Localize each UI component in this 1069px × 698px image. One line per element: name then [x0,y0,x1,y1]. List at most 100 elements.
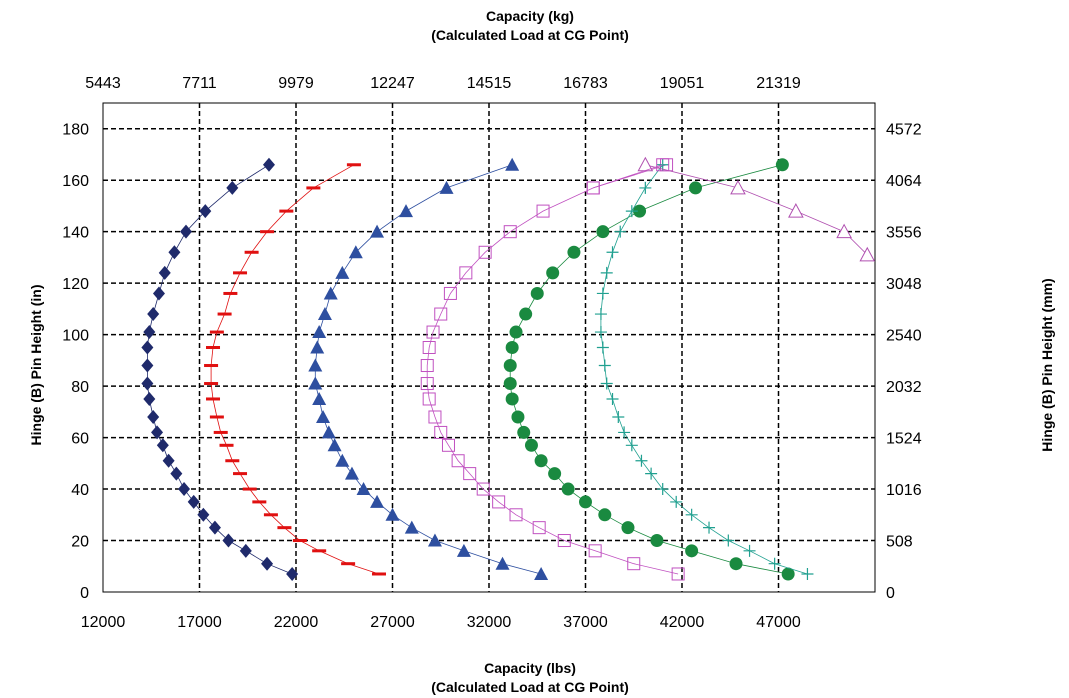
series-1-point [199,204,212,219]
series-2-line [210,164,380,575]
y-axis-title-right: Hinge (B) Pin Height (mm) [1039,278,1055,451]
series-6-point [614,225,627,238]
series-6-point [743,544,756,557]
top-tick-label: 14515 [467,75,512,92]
series-8-point [656,158,670,172]
series-4-point [671,567,685,581]
x-axis-title-line1: Capacity (lbs) [484,660,576,676]
series-5-point [534,454,548,468]
series-3-point [316,409,331,423]
series-5-point [689,181,703,195]
series-3-point [385,507,400,521]
series-2-point [233,472,248,476]
top-axis-title-line2: (Calculated Load at CG Point) [431,27,629,43]
series-3-point [312,391,327,405]
series-4-point [426,325,440,339]
series-6-point [596,287,609,300]
top-tick-label: 9979 [278,75,314,92]
series-5-point [505,392,519,406]
series-7-point [730,179,746,195]
series-2-point [204,382,219,386]
series-1-point [179,224,192,239]
series-4-point [463,467,477,481]
y-tick-label: 180 [62,122,89,139]
top-tick-label: 5443 [85,75,121,92]
series-4-point [557,534,571,548]
right-tick-label: 0 [886,585,895,602]
y-tick-label: 40 [71,482,89,499]
series-2-point [213,430,228,434]
top-tick-label: 16783 [563,75,608,92]
series-4-point [532,521,546,535]
series-3-point [327,438,342,452]
series-2-point [209,415,224,419]
top-tick-label: 21319 [756,75,801,92]
series-4-point [627,557,641,571]
y-tick-label: 100 [62,328,89,345]
series-1-point [147,409,160,424]
series-4-line [426,164,679,575]
series-5-point [567,245,581,259]
y-tick-label: 160 [62,173,89,190]
series-4-point [476,482,490,496]
x-tick-label: 42000 [660,614,705,631]
series-3-point [310,340,325,354]
series-1-point [226,180,239,195]
series-4-point [536,204,550,218]
x-tick-label: 32000 [467,614,512,631]
series-3-point [308,358,323,372]
series-1-point [147,307,160,322]
series-1-point [158,265,171,280]
series-3-point [456,543,471,557]
series-6-point [625,205,638,218]
series-2-point [292,539,307,543]
series-6-point [670,495,683,508]
series-2-point [204,364,219,368]
series-3-point [356,482,371,496]
series-2-point [206,397,221,401]
series-1-point [187,494,200,509]
series-6-point [722,534,735,547]
series-5-point [548,467,562,481]
series-6-point [645,467,658,480]
series-5-point [511,410,525,424]
y-tick-label: 140 [62,225,89,242]
series-3-point [344,466,359,480]
series-3-point [348,245,363,259]
series-4-point [443,286,457,300]
series-1-point [197,507,210,522]
series-2-point [244,250,259,254]
series-5-point [598,508,612,522]
series-5-point [650,534,664,548]
series-3-point [335,265,350,279]
series-4-point [428,410,442,424]
right-tick-label: 3556 [886,225,922,242]
series-5-point [503,377,517,391]
series-5-point [503,359,517,373]
series-2-point [209,330,224,334]
series-5-point [775,158,789,172]
series-4-point [492,495,506,509]
y-tick-label: 20 [71,534,89,551]
series-3-point [399,204,414,218]
series-2-point [217,312,232,316]
series-4-point [422,341,436,354]
series-5-point [621,521,635,535]
series-1-point [141,358,154,373]
x-tick-label: 12000 [81,614,126,631]
series-3-point [323,286,338,300]
y-tick-label: 0 [80,585,89,602]
right-tick-label: 2032 [886,379,922,396]
series-4-point [478,245,492,259]
top-tick-label: 19051 [660,75,705,92]
series-6-point [768,557,781,570]
x-tick-label: 22000 [274,614,319,631]
series-2-point [223,291,238,295]
series-1-point [143,391,156,406]
series-5-point [781,567,795,581]
top-axis-title-line1: Capacity (kg) [486,8,574,24]
series-2-point [279,209,294,213]
series-4-point [434,425,448,439]
series-2-point [252,500,267,504]
